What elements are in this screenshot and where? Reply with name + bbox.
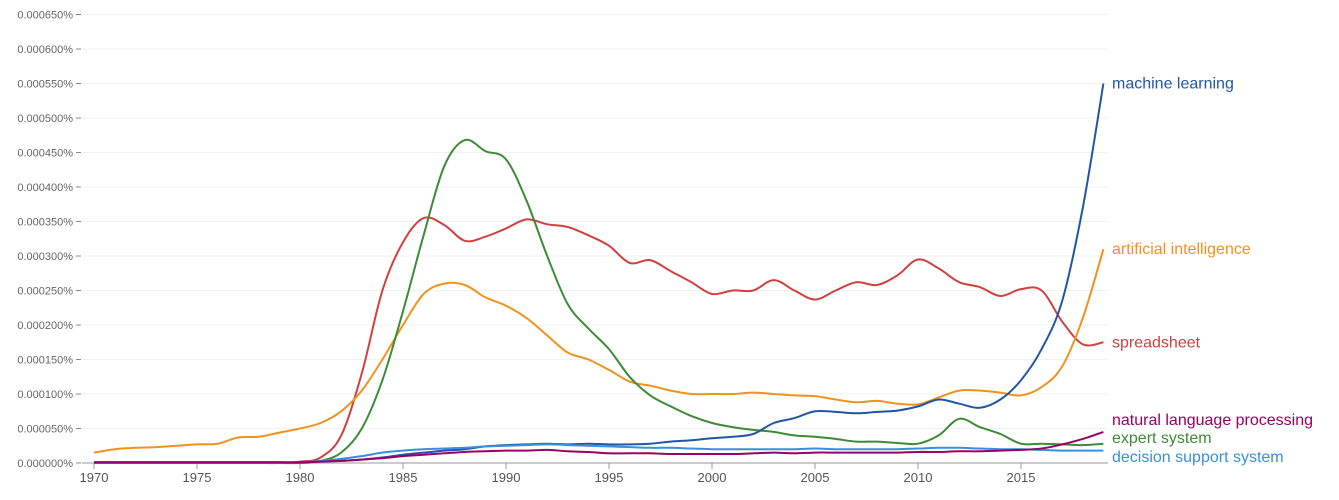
- series-lines: [93, 83, 1105, 465]
- series-label-natural-language-processing: natural language processing: [1112, 412, 1313, 429]
- series-label-spreadsheet: spreadsheet: [1112, 334, 1201, 351]
- series-label-decision-support-system: decision support system: [1112, 449, 1284, 466]
- series-line-artificial-intelligence: [93, 248, 1105, 454]
- series-line-machine-learning: [94, 83, 1105, 464]
- series-label-artificial-intelligence: artificial intelligence: [1112, 241, 1251, 258]
- y-tick-label: 0.000600%: [17, 44, 73, 56]
- gridlines: [82, 14, 1108, 429]
- y-tick-label: 0.000050%: [17, 424, 73, 436]
- y-tick-label: 0.000500%: [17, 113, 73, 125]
- x-tick-label: 1970: [80, 470, 109, 485]
- x-tick-label: 2000: [698, 470, 727, 485]
- series-line-spreadsheet: [94, 216, 1104, 465]
- x-axis: 1970 1975 1980 1985 1990 1995 2000 2005 2010 2015: [80, 462, 1108, 485]
- y-tick-label: 0.000350%: [17, 217, 73, 229]
- y-tick-label: 0.000200%: [17, 320, 73, 332]
- x-tick-label: 2015: [1007, 470, 1036, 485]
- series-label-expert-system: expert system: [1112, 430, 1212, 447]
- x-tick-label: 1990: [492, 470, 521, 485]
- y-tick-label: 0.000100%: [17, 389, 73, 401]
- y-tick-label: 0.000150%: [17, 355, 73, 367]
- series-label-machine-learning: machine learning: [1112, 76, 1234, 93]
- x-tick-label: 1985: [389, 470, 418, 485]
- x-tick-label: 1975: [183, 470, 212, 485]
- y-tick-label: 0.000300%: [17, 251, 73, 263]
- y-tick-label: 0.000000%: [17, 458, 73, 470]
- y-tick-label: 0.000450%: [17, 148, 73, 160]
- x-tick-label: 1980: [286, 470, 315, 485]
- y-tick-label: 0.000400%: [17, 182, 73, 194]
- series-line-expert-system: [94, 138, 1104, 465]
- series-line-natural-language-processing: [94, 430, 1104, 464]
- x-tick-label: 1995: [595, 470, 624, 485]
- series-labels: spreadsheet artificial intelligence expert…: [1112, 76, 1313, 467]
- x-tick-label: 2005: [801, 470, 830, 485]
- y-tick-label: 0.000650%: [17, 10, 73, 22]
- x-tick-label: 2010: [904, 470, 933, 485]
- y-tick-label: 0.000550%: [17, 79, 73, 91]
- y-tick-label: 0.000250%: [17, 286, 73, 298]
- y-axis: 0.000000% 0.000050% 0.000100% 0.000150% 0.00…: [17, 10, 81, 470]
